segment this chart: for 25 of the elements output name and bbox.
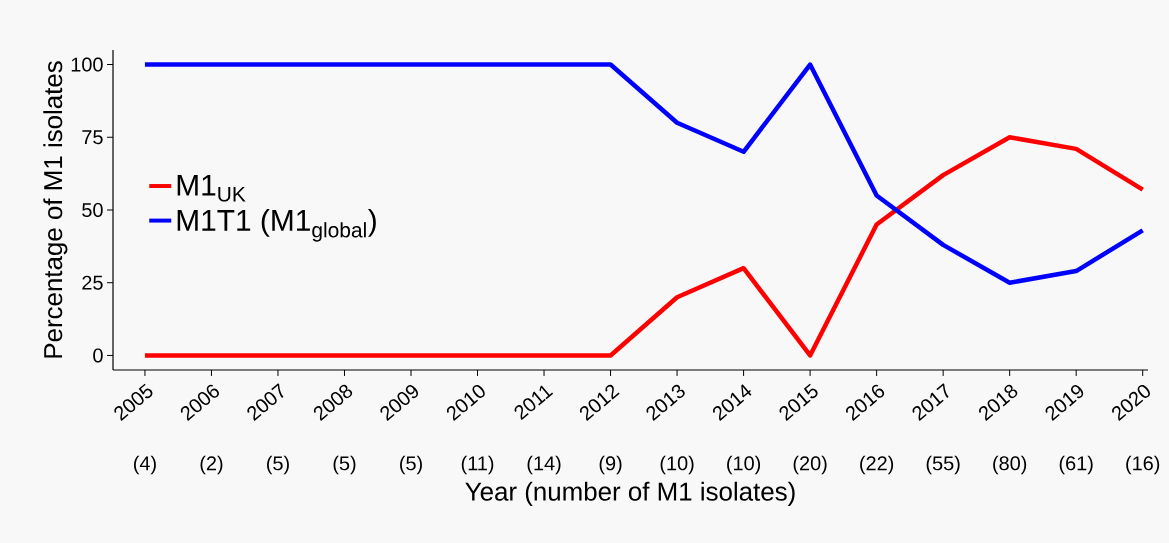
text: (11) [461,455,494,475]
text: (4) [134,455,156,475]
y-axis-title: Percentage of M1 isolates [43,61,68,358]
text: (10) [727,455,761,475]
text: (22) [860,455,894,475]
text: (5) [400,455,422,475]
y-tick-label: 25 [82,275,103,290]
text: (5) [267,455,289,475]
text: (2) [200,455,223,475]
text: (61) [1059,455,1093,475]
text: (10) [660,455,694,475]
legend-label: M1T1 (M1$_{global}$) [177,209,376,242]
text: (5) [333,455,356,475]
y-tick-label: 75 [82,130,103,145]
y-tick-label: 0 [93,348,103,363]
y-tick-label: 50 [82,202,103,218]
y-tick-label: 100 [71,57,103,72]
text: (80) [993,455,1027,475]
legend-label: M1$_{UK}$ [177,175,246,202]
x-axis-title: Year (number of M1 isolates) [465,481,795,506]
text: (9) [599,455,622,475]
text: (55) [926,455,960,475]
text: (16) [1126,455,1160,475]
text: (20) [793,455,827,475]
text: (14) [527,455,561,475]
